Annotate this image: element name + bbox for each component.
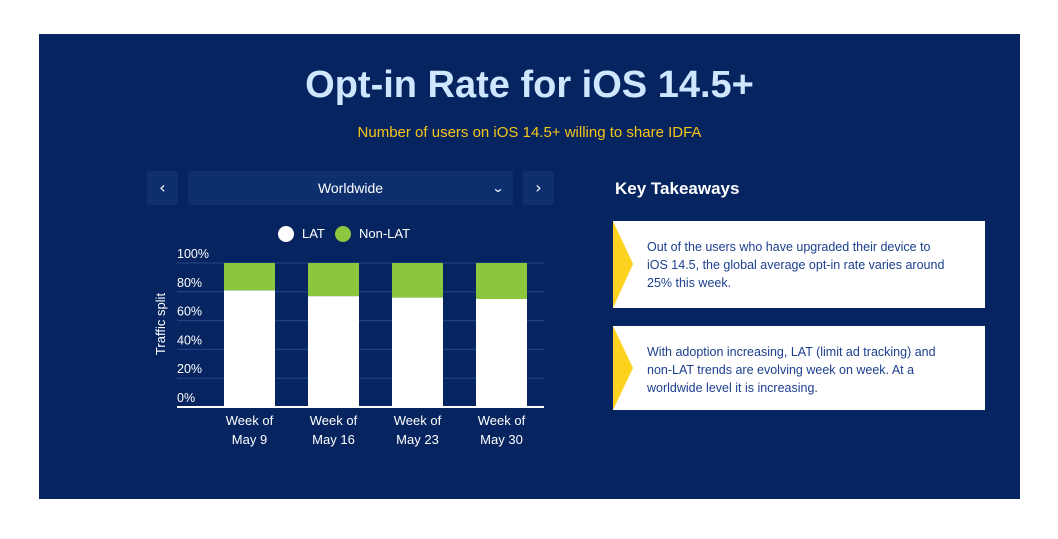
- bar-non-lat: [224, 263, 275, 291]
- page-subtitle: Number of users on iOS 14.5+ willing to …: [357, 124, 702, 141]
- chevron-right-icon[interactable]: ›: [523, 171, 554, 205]
- legend-item-lat[interactable]: LAT: [278, 225, 325, 243]
- bar-lat: [224, 290, 275, 407]
- dashboard-panel: Opt-in Rate for iOS 14.5+ Number of user…: [39, 34, 1020, 499]
- chevron-down-icon: ⌄: [491, 181, 505, 195]
- bar-lat: [476, 299, 527, 407]
- x-tick-label: Week of: [310, 413, 358, 428]
- bar-non-lat: [476, 263, 527, 299]
- bar-lat: [392, 297, 443, 407]
- takeaway-arrow-icon: [613, 326, 633, 410]
- page-title: Opt-in Rate for iOS 14.5+: [305, 64, 754, 106]
- y-tick-label: 100%: [177, 247, 209, 261]
- legend-item-non-lat[interactable]: Non-LAT: [335, 225, 410, 243]
- takeaway-text: Out of the users who have upgraded their…: [647, 240, 945, 290]
- y-tick-label: 80%: [177, 276, 202, 290]
- y-tick-label: 20%: [177, 362, 202, 376]
- y-axis-label: Traffic split: [153, 293, 168, 356]
- legend-label-non-lat: Non-LAT: [359, 226, 411, 241]
- x-tick-label: Week of: [226, 413, 274, 428]
- x-tick-label: May 16: [312, 432, 355, 447]
- x-tick-label: Week of: [478, 413, 526, 428]
- y-tick-label: 60%: [177, 305, 202, 319]
- x-tick-label: Week of: [394, 413, 442, 428]
- x-tick-label: May 30: [480, 432, 523, 447]
- bar-non-lat: [392, 263, 443, 298]
- key-takeaways-title: Key Takeaways: [615, 179, 740, 198]
- takeaway-card: With adoption increasing, LAT (limit ad …: [613, 326, 985, 410]
- x-tick-label: May 23: [396, 432, 439, 447]
- y-tick-label: 40%: [177, 333, 202, 347]
- legend-label-lat: LAT: [302, 226, 325, 241]
- bar-lat: [308, 296, 359, 407]
- x-tick-label: May 9: [232, 432, 267, 447]
- legend-dot-lat: [278, 225, 294, 242]
- region-select[interactable]: Worldwide ⌄: [188, 171, 513, 205]
- takeaway-arrow-icon: [613, 221, 633, 308]
- traffic-split-chart: 0% 20% 40% 60% 80% 100% Traffic split Week of Ma…: [153, 247, 544, 447]
- takeaway-text: With adoption increasing, LAT (limit ad …: [647, 345, 936, 395]
- region-select-value: Worldwide: [317, 180, 384, 196]
- chevron-left-icon[interactable]: ‹: [147, 171, 178, 205]
- y-tick-label: 0%: [177, 391, 195, 405]
- legend-dot-non-lat: [335, 225, 351, 242]
- bar-non-lat: [308, 263, 359, 297]
- takeaway-card: Out of the users who have upgraded their…: [613, 221, 985, 308]
